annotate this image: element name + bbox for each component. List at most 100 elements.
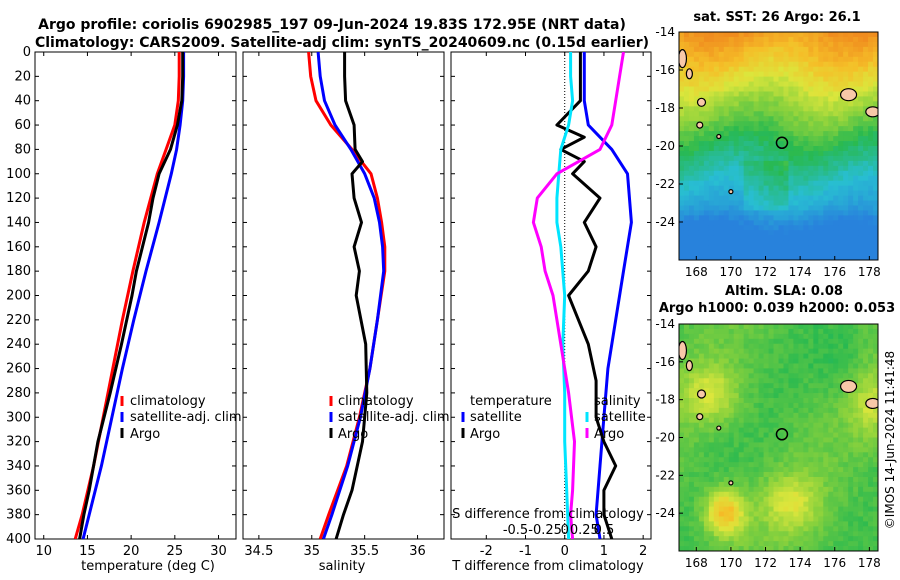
map-cell	[718, 521, 725, 527]
map-cell	[728, 333, 735, 340]
map-cell	[733, 91, 740, 97]
map-cell	[748, 388, 755, 394]
map-cell	[718, 333, 725, 340]
map-cell	[708, 175, 715, 182]
map-cell	[753, 160, 760, 167]
map-cell	[718, 200, 725, 206]
map-cell	[838, 101, 844, 107]
map-cell	[838, 412, 844, 419]
map-cell	[788, 373, 794, 379]
map-cell	[858, 521, 864, 527]
map-cell	[723, 358, 730, 364]
map-cell	[788, 442, 794, 448]
map-cell	[828, 496, 834, 503]
map-cell	[703, 437, 710, 443]
map-cell	[713, 324, 720, 330]
map-cell	[728, 81, 735, 87]
map-cell	[873, 383, 878, 389]
map-cell	[728, 422, 735, 429]
map-cell	[833, 501, 839, 507]
map-cell	[768, 150, 774, 157]
map-cell	[843, 412, 849, 419]
map-cell	[783, 328, 789, 335]
map-cell	[758, 516, 764, 522]
map-cell	[768, 452, 774, 458]
map-cell	[803, 333, 809, 340]
map-cell	[788, 36, 794, 43]
map-cell	[693, 91, 700, 97]
map-cell	[718, 447, 725, 453]
map-cell	[843, 165, 849, 172]
map-cell	[738, 432, 745, 438]
map-cell	[813, 402, 819, 409]
map-cell	[823, 195, 829, 201]
map-cell	[738, 32, 745, 38]
map-cell	[863, 235, 869, 241]
map-cell	[698, 457, 705, 463]
map-cell	[728, 185, 735, 192]
map-cell	[823, 131, 829, 137]
map-cell	[748, 398, 755, 404]
map-cell	[813, 511, 819, 517]
map-cell	[838, 546, 844, 551]
s-diff-tick-label: 0.25	[570, 523, 599, 538]
map-cell	[828, 383, 834, 389]
map-cell	[813, 472, 819, 478]
map-cell	[733, 447, 740, 453]
map-cell	[788, 541, 794, 547]
map-cell	[708, 442, 715, 448]
map-cell	[863, 41, 869, 48]
map-cell	[748, 131, 755, 137]
map-cell	[773, 255, 779, 260]
map-cell	[733, 190, 740, 196]
map-cell	[818, 348, 824, 354]
map-cell	[738, 136, 745, 142]
map-cell	[738, 116, 745, 122]
map-cell	[728, 427, 735, 433]
map-cell	[733, 328, 740, 335]
map-cell	[708, 81, 715, 87]
map-cell	[808, 333, 814, 340]
map-cell	[738, 472, 745, 478]
map-cell	[718, 76, 725, 82]
map-cell	[773, 111, 779, 117]
map-cell	[753, 111, 760, 117]
map-cell	[693, 501, 700, 507]
map-cell	[713, 516, 720, 522]
map-cell	[718, 476, 725, 483]
map-cell	[773, 328, 779, 335]
map-cell	[778, 230, 784, 236]
map-cell	[823, 536, 829, 542]
map-cell	[868, 96, 874, 102]
x-tick-label: 35.5	[350, 544, 379, 559]
map-cell	[813, 195, 819, 201]
map-cell	[763, 324, 769, 330]
map-cell	[768, 56, 774, 63]
map-cell	[823, 422, 829, 429]
map-cell	[718, 225, 725, 231]
map-cell	[703, 175, 710, 182]
map-cell	[733, 180, 740, 187]
x-tick-label: 30	[210, 544, 227, 559]
map-cell	[718, 486, 725, 493]
map-cell	[693, 388, 700, 394]
map-cell	[763, 61, 769, 68]
map-cell	[808, 111, 814, 117]
map-cell	[778, 393, 784, 399]
map-cell	[778, 170, 784, 177]
map-cell	[748, 462, 755, 468]
map-cell	[853, 324, 859, 330]
map-cell	[778, 368, 784, 374]
map-cell	[863, 363, 869, 369]
map-cell	[868, 225, 874, 231]
map-cell	[708, 324, 715, 330]
map-cell	[683, 155, 690, 162]
map-cell	[833, 407, 839, 414]
map-cell	[738, 486, 745, 493]
map-cell	[873, 61, 878, 68]
map-cell	[868, 481, 874, 488]
map-cell	[768, 541, 774, 547]
map-cell	[798, 195, 804, 201]
map-cell	[828, 170, 834, 177]
map-cell	[708, 383, 715, 389]
